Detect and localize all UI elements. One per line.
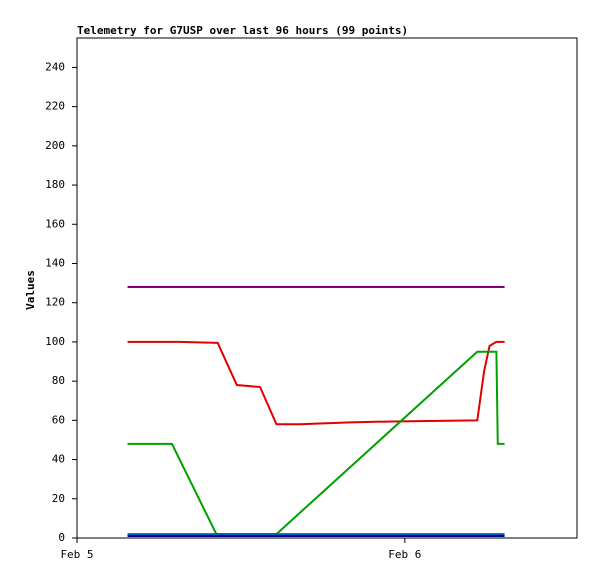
- y-tick-label: 240: [45, 60, 65, 73]
- y-tick-label: 200: [45, 139, 65, 152]
- y-tick-label: 120: [45, 296, 65, 309]
- y-tick-label: 40: [52, 453, 65, 466]
- data-line: [127, 340, 505, 426]
- x-tick-label: Feb 6: [388, 548, 421, 561]
- y-tick-label: 160: [45, 217, 65, 230]
- y-tick-label: 80: [52, 374, 65, 387]
- data-line: [127, 350, 505, 536]
- y-tick-label: 100: [45, 335, 65, 348]
- y-tick-label: 180: [45, 178, 65, 191]
- y-axis-label: Values: [24, 270, 37, 310]
- x-tick-label: Feb 5: [60, 548, 93, 561]
- plot-frame: [76, 37, 578, 539]
- y-tick-label: 0: [58, 531, 65, 544]
- y-tick-label: 60: [52, 413, 65, 426]
- y-tick-label: 140: [45, 256, 65, 269]
- chart-title: Telemetry for G7USP over last 96 hours (…: [77, 24, 408, 37]
- y-tick-label: 20: [52, 492, 65, 505]
- y-tick-label: 220: [45, 100, 65, 113]
